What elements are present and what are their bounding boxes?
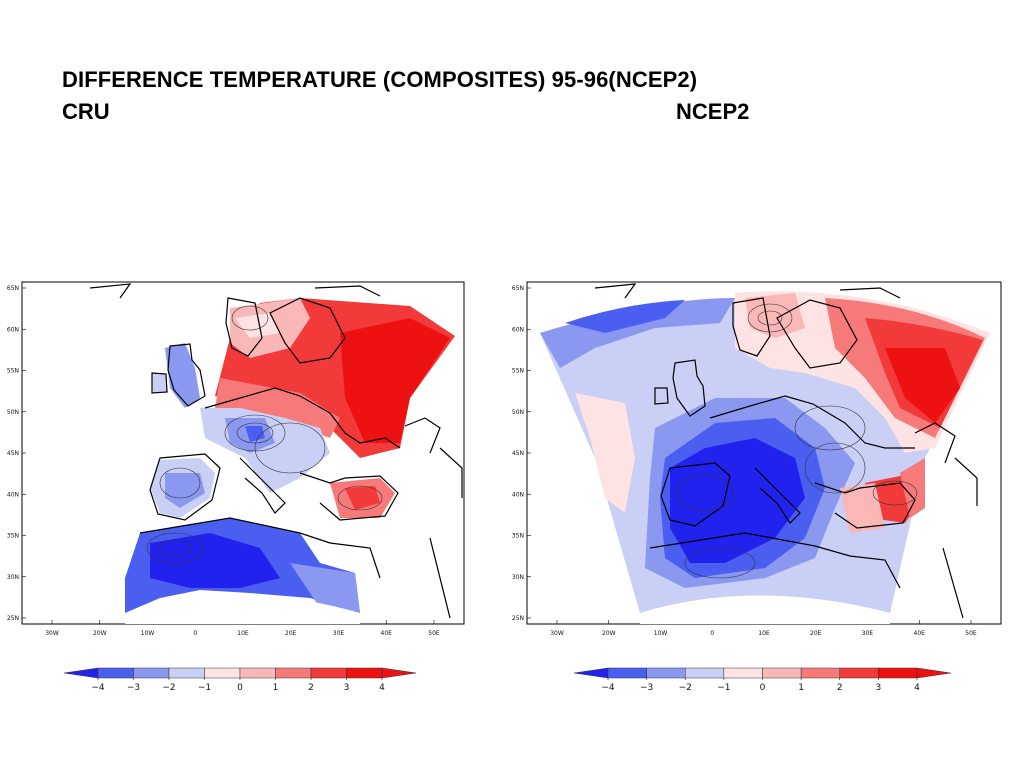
lat-tick-label: 40N <box>7 491 19 498</box>
colorbar-label: −3 <box>127 683 140 693</box>
colorbar-label: 2 <box>837 683 843 693</box>
colorbar-label: 1 <box>273 683 279 693</box>
lon-tick-label: 10W <box>141 630 155 637</box>
lon-tick-label: 0 <box>193 630 197 637</box>
colorbar-swatch <box>310 667 347 679</box>
colorbar-label: 2 <box>308 683 314 693</box>
lon-tick-label: 0 <box>710 630 714 637</box>
colorbar-high-arrow <box>381 667 417 679</box>
colorbar-swatch <box>275 667 312 679</box>
colorbar-label: 4 <box>379 683 385 693</box>
lat-tick-label: 40N <box>512 491 524 498</box>
lat-tick-label: 65N <box>7 285 19 292</box>
ncep2-map: 65N 60N 55N 50N 45N 40N 35N 30N 25N 30W 20W 10W 0 10… <box>505 278 1005 640</box>
colorbar-high-arrow <box>916 667 952 679</box>
colorbar-swatch <box>878 667 918 679</box>
lon-tick-label: 30E <box>862 630 874 637</box>
right-panel-title: NCEP2 <box>676 99 750 124</box>
lat-tick-label: 25N <box>7 615 19 622</box>
lon-tick-label: 30W <box>550 630 564 637</box>
colorbar-low-arrow <box>573 667 609 679</box>
lon-tick-label: 20E <box>285 630 297 637</box>
colorbar-label: −2 <box>162 683 175 693</box>
colorbar-label: −1 <box>198 683 211 693</box>
colorbar-label: 3 <box>344 683 350 693</box>
left-panel-title: CRU <box>62 99 110 124</box>
colorbar-label: 0 <box>760 683 766 693</box>
lon-tick-label: 20E <box>810 630 822 637</box>
lat-tick-label: 30N <box>7 574 19 581</box>
colorbar-label: −2 <box>679 683 692 693</box>
lat-tick-label: 60N <box>7 326 19 333</box>
lat-tick-label: 30N <box>512 574 524 581</box>
colorbar-label: 4 <box>914 683 920 693</box>
colorbar-swatch <box>346 667 383 679</box>
page-title: DIFFERENCE TEMPERATURE (COMPOSITES) 95-9… <box>62 67 698 92</box>
colorbar-swatch <box>839 667 879 679</box>
colorbar-swatch <box>723 667 763 679</box>
colorbar-label: 0 <box>237 683 243 693</box>
lat-tick-label: 50N <box>512 409 524 416</box>
colorbar-swatch <box>204 667 241 679</box>
lat-tick-label: 35N <box>512 533 524 540</box>
right-colorbar: −4 −3 −2 −1 0 1 2 3 4 <box>570 660 960 700</box>
lat-tick-label: 50N <box>7 409 19 416</box>
colorbar-swatch <box>133 667 170 679</box>
colorbar-swatch <box>97 667 134 679</box>
colorbar-swatch <box>607 667 647 679</box>
left-colorbar: −4 −3 −2 −1 0 1 2 3 4 <box>60 660 430 700</box>
cru-map: 65N 60N 55N 50N 45N 40N 35N 30N 25N 30W 20W 10W 0 10… <box>0 278 470 640</box>
colorbar-swatch <box>168 667 205 679</box>
lon-tick-label: 20W <box>93 630 107 637</box>
lat-tick-label: 55N <box>512 368 524 375</box>
lon-tick-label: 10W <box>654 630 668 637</box>
lat-tick-label: 60N <box>512 326 524 333</box>
colorbar-label: −4 <box>91 683 105 693</box>
lat-tick-label: 45N <box>7 450 19 457</box>
lat-tick-label: 35N <box>7 533 19 540</box>
lon-tick-label: 40E <box>381 630 393 637</box>
lat-tick-label: 65N <box>512 285 524 292</box>
colorbar-label: −3 <box>640 683 653 693</box>
lon-tick-label: 10E <box>237 630 249 637</box>
lat-tick-label: 55N <box>7 368 19 375</box>
colorbar-swatch <box>762 667 802 679</box>
lat-tick-label: 25N <box>512 615 524 622</box>
lon-tick-label: 30W <box>45 630 59 637</box>
colorbar-swatch <box>239 667 276 679</box>
colorbar-label: −4 <box>601 683 615 693</box>
lon-tick-label: 40E <box>914 630 926 637</box>
lon-tick-label: 20W <box>602 630 616 637</box>
lon-tick-label: 10E <box>758 630 770 637</box>
lon-tick-label: 50E <box>965 630 977 637</box>
lon-tick-label: 30E <box>333 630 345 637</box>
colorbar-low-arrow <box>63 667 99 679</box>
colorbar-swatch <box>685 667 725 679</box>
colorbar-swatch <box>800 667 840 679</box>
colorbar-label: 3 <box>876 683 882 693</box>
lat-tick-label: 45N <box>512 450 524 457</box>
colorbar-label: −1 <box>717 683 730 693</box>
colorbar-swatch <box>646 667 686 679</box>
lon-tick-label: 50E <box>428 630 440 637</box>
colorbar-label: 1 <box>798 683 804 693</box>
